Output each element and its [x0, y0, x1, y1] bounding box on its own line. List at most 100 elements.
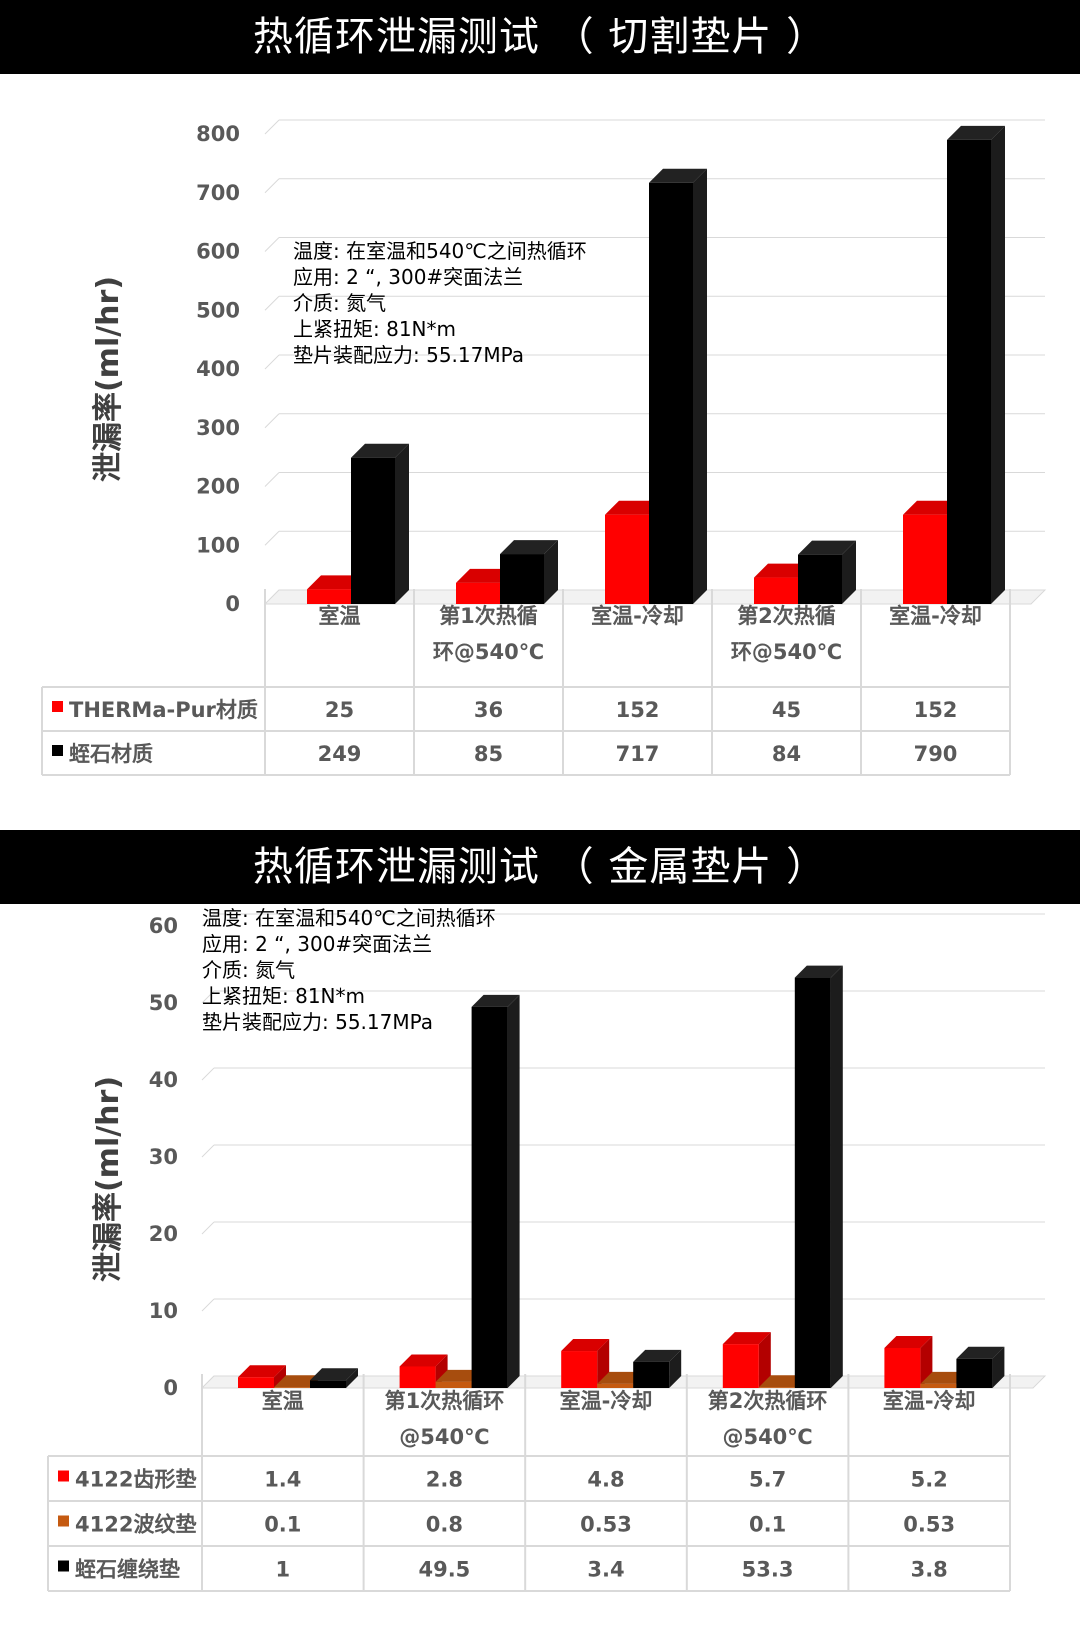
bar-top — [633, 1349, 682, 1362]
bar-front — [956, 1358, 993, 1388]
y-tick-label-8: 800 — [196, 122, 240, 146]
category-label-1: 室温 — [319, 604, 361, 628]
category-label-3: 室温-冷却 — [591, 604, 684, 628]
bar-front — [798, 554, 842, 604]
data-label-1-4: 45 — [772, 698, 801, 722]
category-label-1: 室温 — [262, 1389, 304, 1413]
chart-title-banner-1: 热循环泄漏测试 （ 切割垫片 ） — [0, 0, 1080, 74]
category-label-2: 第1次热循环 — [385, 1389, 505, 1413]
bar-front — [351, 457, 395, 604]
y-tick-label-4: 40 — [149, 1068, 178, 1092]
bar-side — [669, 1349, 682, 1388]
gridline-diag-5 — [264, 295, 280, 311]
bar-side — [544, 540, 558, 604]
bar-front — [758, 1387, 795, 1388]
y-tick-label-0: 0 — [225, 592, 240, 616]
bar-front — [238, 1377, 274, 1388]
category-label-4: 第2次热循 — [737, 604, 836, 628]
annotation-line-5: 垫片装配应力: 55.17MPa — [202, 1010, 433, 1034]
bar-top — [561, 1339, 610, 1352]
category-label-2: @540℃ — [399, 1425, 489, 1449]
bar-front — [947, 139, 991, 604]
bar-side — [758, 1332, 771, 1388]
annotation-line-2: 应用: 2 “, 300#突面法兰 — [202, 932, 432, 956]
bar-top — [956, 1346, 1005, 1359]
legend-label-1: 4122齿形垫 — [75, 1468, 196, 1492]
bar-front — [500, 554, 544, 604]
bar-3-4 — [794, 965, 843, 1388]
bar-front — [471, 1006, 508, 1388]
bar-top — [500, 540, 558, 555]
bar-side — [395, 443, 409, 604]
data-label-1-2: 36 — [474, 698, 503, 722]
bar-side — [274, 1365, 286, 1388]
bar-3-1 — [310, 1368, 358, 1388]
category-label-4: @540℃ — [722, 1425, 812, 1449]
y-tick-label-3: 30 — [149, 1145, 178, 1169]
data-label-3-5: 3.8 — [911, 1558, 948, 1582]
annotation-line-4: 上紧扭矩: 81N*m — [293, 317, 456, 341]
bar-side — [830, 965, 843, 1388]
legend-swatch-2 — [52, 745, 63, 756]
category-label-5: 室温-冷却 — [883, 1389, 976, 1413]
y-tick-label-5: 50 — [149, 991, 178, 1015]
legend-swatch-2 — [58, 1515, 69, 1527]
bar-top — [649, 168, 707, 183]
bar-front — [456, 582, 500, 604]
legend-swatch-1 — [58, 1470, 69, 1482]
data-label-2-2: 85 — [474, 742, 503, 766]
y-tick-label-7: 700 — [196, 181, 240, 205]
data-label-2-1: 249 — [318, 742, 362, 766]
gridline-diag-5 — [201, 990, 215, 1004]
annotation-line-1: 温度: 在室温和540℃之间热循环 — [293, 239, 587, 263]
bar-1-1 — [238, 1365, 286, 1388]
bar-top — [794, 965, 843, 978]
bar-front — [649, 182, 693, 604]
data-label-1-5: 152 — [914, 698, 958, 722]
gridline-diag-2 — [264, 472, 280, 487]
data-label-2-3: 717 — [616, 742, 660, 766]
data-label-2-4: 84 — [772, 742, 801, 766]
bar-front — [633, 1361, 670, 1388]
data-label-1-4: 5.7 — [749, 1468, 786, 1492]
legend-swatch-3 — [58, 1560, 69, 1572]
data-label-2-2: 0.8 — [426, 1513, 463, 1537]
gridline-diag-2 — [201, 1221, 215, 1235]
gridline-diag-3 — [264, 413, 280, 429]
bar-front — [399, 1366, 436, 1388]
bar-side — [842, 540, 856, 604]
bar-front — [754, 577, 798, 604]
data-label-1-2: 2.8 — [426, 1468, 463, 1492]
data-label-3-4: 53.3 — [742, 1558, 794, 1582]
bar-top — [947, 125, 1005, 140]
bar-2-4 — [798, 540, 856, 604]
y-tick-label-5: 500 — [196, 298, 240, 322]
y-tick-label-1: 100 — [196, 533, 240, 557]
data-label-3-3: 3.4 — [587, 1558, 624, 1582]
legend-swatch-1 — [52, 701, 63, 712]
bar-front — [310, 1380, 346, 1388]
annotation-line-4: 上紧扭矩: 81N*m — [202, 984, 365, 1008]
legend-label-2: 蛭石材质 — [69, 742, 153, 766]
data-label-2-5: 790 — [914, 742, 958, 766]
bar-1-4 — [722, 1332, 771, 1388]
y-tick-label-6: 600 — [196, 240, 240, 264]
gridline-diag-4 — [264, 354, 280, 370]
bar-side — [693, 168, 707, 604]
bar-3-5 — [956, 1346, 1005, 1388]
data-label-2-5: 0.53 — [903, 1513, 955, 1537]
bar-top — [884, 1335, 933, 1348]
bar-front — [920, 1383, 957, 1388]
data-label-3-1: 1 — [275, 1558, 290, 1582]
data-label-1-3: 152 — [616, 698, 660, 722]
bar-top — [471, 994, 520, 1007]
legend-label-2: 4122波纹垫 — [75, 1513, 196, 1537]
annotation-line-1: 温度: 在室温和540℃之间热循环 — [202, 906, 496, 930]
bar-top — [722, 1332, 771, 1345]
bar-front — [903, 514, 947, 604]
bar-top — [399, 1354, 448, 1367]
legend-label-3: 蛭石缠绕垫 — [75, 1558, 180, 1582]
bar-2-5 — [947, 125, 1005, 604]
category-label-4: 环@540℃ — [731, 640, 842, 664]
gridline-diag-7 — [264, 178, 280, 194]
